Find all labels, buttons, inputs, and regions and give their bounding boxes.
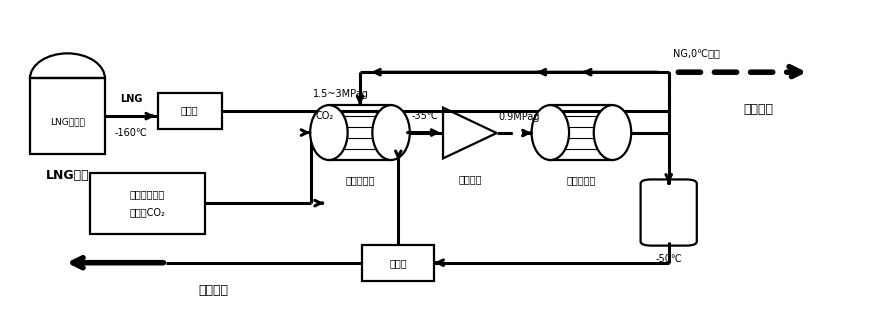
Text: 外输总管: 外输总管 <box>743 103 773 116</box>
Text: LNG储罐: LNG储罐 <box>46 169 90 182</box>
Text: NG,0℃以上: NG,0℃以上 <box>673 48 720 58</box>
Polygon shape <box>443 108 497 158</box>
Bar <box>30 78 105 154</box>
Text: 增压泵: 增压泵 <box>181 106 198 116</box>
Ellipse shape <box>594 105 631 160</box>
Text: -50℃: -50℃ <box>655 254 682 264</box>
Text: 二级换热器: 二级换热器 <box>567 175 596 185</box>
Text: 干冰机: 干冰机 <box>389 258 407 268</box>
Text: -35℃: -35℃ <box>412 111 438 121</box>
Ellipse shape <box>372 105 410 160</box>
Bar <box>550 105 613 160</box>
Text: CO₂: CO₂ <box>315 111 334 121</box>
Text: 产品干冰: 产品干冰 <box>198 284 228 297</box>
Text: 1.5~3MPag: 1.5~3MPag <box>313 89 368 99</box>
Text: 氢副产CO₂: 氢副产CO₂ <box>129 208 165 218</box>
Text: 0.9MPag: 0.9MPag <box>498 112 540 122</box>
Bar <box>362 245 434 281</box>
Bar <box>157 92 222 129</box>
Ellipse shape <box>532 105 569 160</box>
Bar <box>90 172 204 234</box>
Bar <box>328 105 391 160</box>
Text: -160℃: -160℃ <box>115 128 148 138</box>
Text: 一级换热器: 一级换热器 <box>345 175 375 185</box>
Text: LNG低压泵: LNG低压泵 <box>50 118 85 127</box>
Text: 一级增压: 一级增压 <box>458 174 481 184</box>
Ellipse shape <box>310 105 348 160</box>
FancyBboxPatch shape <box>640 180 697 246</box>
Text: LNG: LNG <box>120 94 143 104</box>
Text: 天然气重整制: 天然气重整制 <box>129 189 165 199</box>
